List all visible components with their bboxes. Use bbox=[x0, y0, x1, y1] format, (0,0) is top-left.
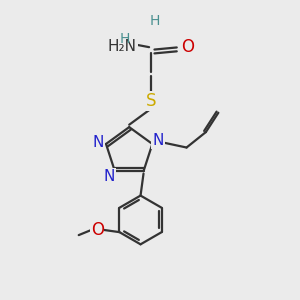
Text: N: N bbox=[104, 169, 115, 184]
Text: O: O bbox=[181, 38, 194, 56]
Text: H: H bbox=[149, 14, 160, 28]
Text: S: S bbox=[146, 92, 157, 110]
Text: H₂N: H₂N bbox=[108, 39, 137, 54]
Text: N: N bbox=[153, 133, 164, 148]
Text: H: H bbox=[119, 32, 130, 46]
Text: N: N bbox=[93, 135, 104, 150]
Text: O: O bbox=[91, 221, 103, 239]
